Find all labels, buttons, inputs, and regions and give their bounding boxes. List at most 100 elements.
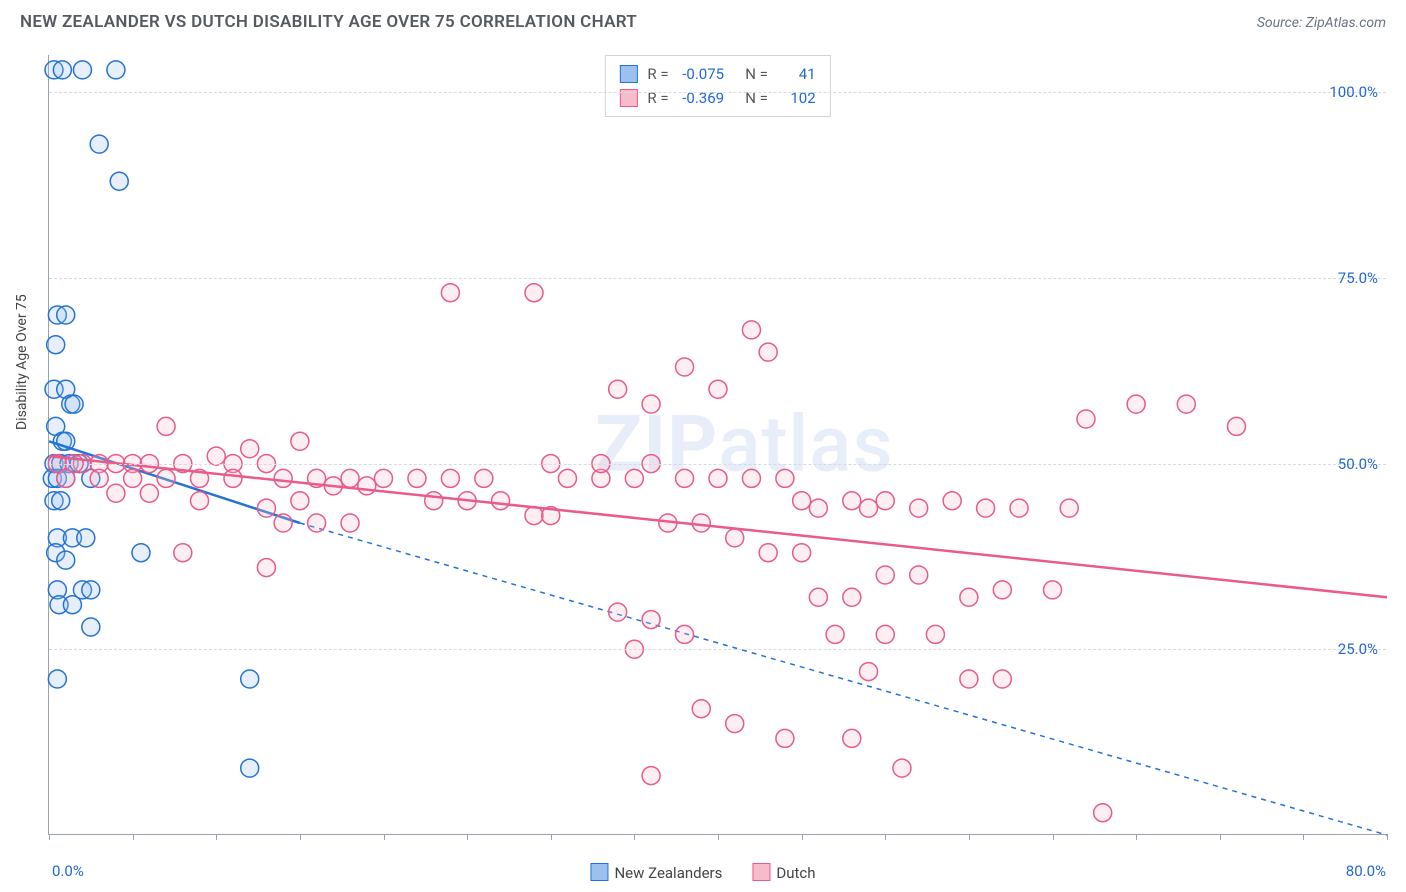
scatter-point — [876, 566, 894, 584]
scatter-point — [82, 581, 100, 599]
scatter-point — [341, 514, 359, 532]
scatter-point — [525, 284, 543, 302]
scatter-point — [1060, 499, 1078, 517]
scatter-point — [1127, 395, 1145, 413]
scatter-point — [57, 306, 75, 324]
legend-label: Dutch — [776, 864, 815, 882]
stats-legend-box: R = -0.075 N = 41R = -0.369 N = 102 — [604, 55, 830, 117]
x-tick — [49, 834, 50, 840]
scatter-point — [224, 469, 242, 487]
scatter-point — [157, 417, 175, 435]
stat-n-label: N = — [734, 62, 772, 86]
scatter-point — [609, 380, 627, 398]
scatter-point — [676, 469, 694, 487]
scatter-point — [709, 380, 727, 398]
x-tick — [384, 834, 385, 840]
gridline — [49, 92, 1386, 93]
scatter-point — [207, 447, 225, 465]
scatter-point — [809, 588, 827, 606]
stat-n-label: N = — [734, 86, 772, 110]
x-tick — [133, 834, 134, 840]
scatter-point — [1227, 417, 1245, 435]
scatter-point — [759, 544, 777, 562]
scatter-point — [977, 499, 995, 517]
scatter-point — [257, 559, 275, 577]
scatter-point — [809, 499, 827, 517]
scatter-point — [174, 544, 192, 562]
scatter-point — [1094, 804, 1112, 822]
scatter-point — [960, 588, 978, 606]
plot-area: ZIPatlas R = -0.075 N = 41R = -0.369 N =… — [48, 55, 1386, 835]
x-tick — [1136, 834, 1137, 840]
scatter-point — [1177, 395, 1195, 413]
scatter-point — [140, 484, 158, 502]
scatter-point — [52, 492, 70, 510]
x-tick — [885, 834, 886, 840]
scatter-point — [408, 469, 426, 487]
x-tick — [1053, 834, 1054, 840]
scatter-point — [742, 321, 760, 339]
scatter-point — [759, 343, 777, 361]
scatter-point — [257, 499, 275, 517]
scatter-point — [860, 499, 878, 517]
stat-r-label: R = — [647, 62, 672, 86]
y-tick-label: 100.0% — [1329, 83, 1378, 101]
stats-row: R = -0.075 N = 41 — [619, 62, 815, 86]
scatter-point — [375, 469, 393, 487]
y-tick-label: 75.0% — [1338, 269, 1378, 287]
scatter-point — [425, 492, 443, 510]
scatter-point — [843, 729, 861, 747]
chart-title: NEW ZEALANDER VS DUTCH DISABILITY AGE OV… — [20, 12, 637, 32]
x-tick — [216, 834, 217, 840]
scatter-point — [843, 588, 861, 606]
scatter-point — [65, 395, 83, 413]
stat-n-value: 102 — [782, 86, 816, 110]
scatter-point — [776, 729, 794, 747]
scatter-point — [609, 603, 627, 621]
scatter-point — [82, 618, 100, 636]
scatter-point — [90, 135, 108, 153]
scatter-point — [308, 514, 326, 532]
scatter-point — [943, 492, 961, 510]
scatter-point — [709, 469, 727, 487]
scatter-point — [241, 670, 259, 688]
scatter-point — [63, 596, 81, 614]
stat-r-label: R = — [647, 86, 672, 110]
scatter-point — [191, 492, 209, 510]
x-tick — [718, 834, 719, 840]
scatter-point — [492, 492, 510, 510]
x-tick — [551, 834, 552, 840]
stat-r-value: -0.369 — [682, 86, 724, 110]
legend-swatch — [752, 863, 770, 881]
scatter-point — [48, 670, 66, 688]
trend-line-dashed — [300, 523, 1387, 835]
scatter-point — [642, 767, 660, 785]
x-tick — [1303, 834, 1304, 840]
scatter-point — [274, 469, 292, 487]
legend-bottom: New Zealanders Dutch — [590, 863, 815, 882]
legend-label: New Zealanders — [614, 864, 722, 882]
scatter-point — [132, 544, 150, 562]
scatter-point — [291, 432, 309, 450]
scatter-point — [90, 469, 108, 487]
scatter-point — [910, 566, 928, 584]
scatter-point — [57, 551, 75, 569]
gridline — [49, 649, 1386, 650]
scatter-point — [893, 759, 911, 777]
x-tick — [300, 834, 301, 840]
scatter-point — [793, 492, 811, 510]
scatter-point — [1044, 581, 1062, 599]
y-tick-label: 50.0% — [1338, 455, 1378, 473]
scatter-point — [157, 469, 175, 487]
x-tick — [969, 834, 970, 840]
x-tick — [1220, 834, 1221, 840]
scatter-point — [124, 469, 142, 487]
legend-item: Dutch — [752, 863, 815, 882]
scatter-point — [625, 469, 643, 487]
scatter-point — [642, 611, 660, 629]
chart-svg — [49, 55, 1386, 834]
stat-n-value: 41 — [782, 62, 816, 86]
scatter-point — [742, 469, 760, 487]
scatter-point — [441, 284, 459, 302]
x-axis-min-label: 0.0% — [52, 862, 84, 880]
